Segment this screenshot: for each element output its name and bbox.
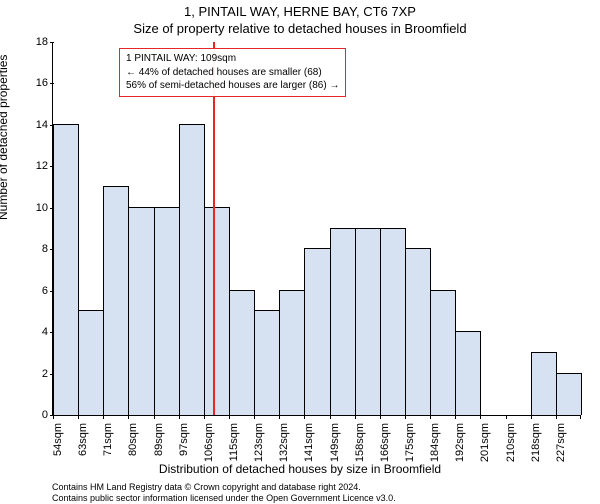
histogram-bar: [179, 124, 205, 415]
histogram-bar: [78, 310, 104, 415]
x-tick-mark: [128, 415, 129, 419]
x-tick-label: 97sqm: [178, 423, 190, 473]
x-tick-mark: [304, 415, 305, 419]
x-tick-mark: [531, 415, 532, 419]
y-tick-label: 8: [34, 242, 48, 256]
x-tick-label: 71sqm: [102, 423, 114, 473]
histogram-bar: [380, 228, 406, 416]
x-tick-mark: [480, 415, 481, 419]
histogram-bar: [53, 124, 79, 415]
x-tick-mark: [455, 415, 456, 419]
x-tick-mark: [179, 415, 180, 419]
histogram-bar: [229, 290, 255, 415]
y-axis-label: Number of detached properties: [0, 55, 10, 220]
chart-title: Size of property relative to detached ho…: [0, 21, 600, 36]
annotation-line: ← 44% of detached houses are smaller (68…: [126, 66, 339, 80]
y-tick-label: 0: [34, 408, 48, 422]
x-tick-label: 218sqm: [530, 423, 542, 473]
chart-supertitle: 1, PINTAIL WAY, HERNE BAY, CT6 7XP: [0, 4, 600, 19]
y-tick-label: 2: [34, 367, 48, 381]
x-tick-mark: [405, 415, 406, 419]
x-tick-mark: [380, 415, 381, 419]
histogram-bar: [128, 207, 154, 415]
x-tick-label: 201sqm: [479, 423, 491, 473]
histogram-bar: [531, 352, 557, 415]
x-tick-label: 115sqm: [228, 423, 240, 473]
attribution: Contains HM Land Registry data © Crown c…: [52, 482, 396, 504]
x-tick-label: 175sqm: [404, 423, 416, 473]
annotation-line: 1 PINTAIL WAY: 109sqm: [126, 52, 339, 66]
y-tick-label: 18: [34, 35, 48, 49]
x-tick-mark: [556, 415, 557, 419]
histogram-bar: [103, 186, 129, 415]
plot-area: 1 PINTAIL WAY: 109sqm← 44% of detached h…: [52, 42, 581, 416]
x-tick-label: 80sqm: [127, 423, 139, 473]
attribution-line: Contains HM Land Registry data © Crown c…: [52, 482, 396, 493]
x-tick-mark: [506, 415, 507, 419]
histogram-bar: [254, 310, 280, 415]
histogram-bar: [405, 248, 431, 415]
x-tick-label: 166sqm: [379, 423, 391, 473]
reference-line: [213, 42, 215, 415]
x-tick-mark: [330, 415, 331, 419]
annotation-line: 56% of semi-detached houses are larger (…: [126, 79, 339, 93]
x-tick-label: 192sqm: [454, 423, 466, 473]
x-tick-mark: [355, 415, 356, 419]
x-tick-mark: [204, 415, 205, 419]
x-tick-label: 63sqm: [77, 423, 89, 473]
histogram-bar: [279, 290, 305, 415]
x-tick-mark: [103, 415, 104, 419]
histogram-bar: [430, 290, 456, 415]
x-tick-mark: [430, 415, 431, 419]
histogram-bar: [355, 228, 381, 416]
x-tick-label: 227sqm: [555, 423, 567, 473]
y-tick-label: 6: [34, 284, 48, 298]
y-tick-label: 10: [34, 201, 48, 215]
histogram-bar: [330, 228, 356, 416]
x-tick-mark: [580, 415, 581, 419]
histogram-bar: [556, 373, 582, 415]
x-tick-mark: [254, 415, 255, 419]
chart-container: 1, PINTAIL WAY, HERNE BAY, CT6 7XP Size …: [0, 0, 600, 500]
histogram-bar: [204, 207, 230, 415]
attribution-line: Contains public sector information licen…: [52, 493, 396, 504]
x-tick-label: 149sqm: [329, 423, 341, 473]
x-tick-label: 132sqm: [278, 423, 290, 473]
x-tick-label: 123sqm: [253, 423, 265, 473]
y-tick-label: 4: [34, 325, 48, 339]
x-tick-mark: [154, 415, 155, 419]
x-tick-label: 158sqm: [354, 423, 366, 473]
x-tick-mark: [279, 415, 280, 419]
y-tick-label: 14: [34, 118, 48, 132]
annotation-box: 1 PINTAIL WAY: 109sqm← 44% of detached h…: [119, 48, 346, 97]
x-tick-mark: [78, 415, 79, 419]
x-tick-mark: [229, 415, 230, 419]
y-tick-label: 16: [34, 76, 48, 90]
x-tick-label: 141sqm: [303, 423, 315, 473]
histogram-bar: [304, 248, 330, 415]
x-tick-label: 106sqm: [203, 423, 215, 473]
x-tick-label: 184sqm: [429, 423, 441, 473]
x-tick-label: 54sqm: [52, 423, 64, 473]
x-tick-label: 89sqm: [153, 423, 165, 473]
x-tick-label: 210sqm: [505, 423, 517, 473]
histogram-bar: [455, 331, 481, 415]
histogram-bar: [154, 207, 180, 415]
y-tick-label: 12: [34, 159, 48, 173]
